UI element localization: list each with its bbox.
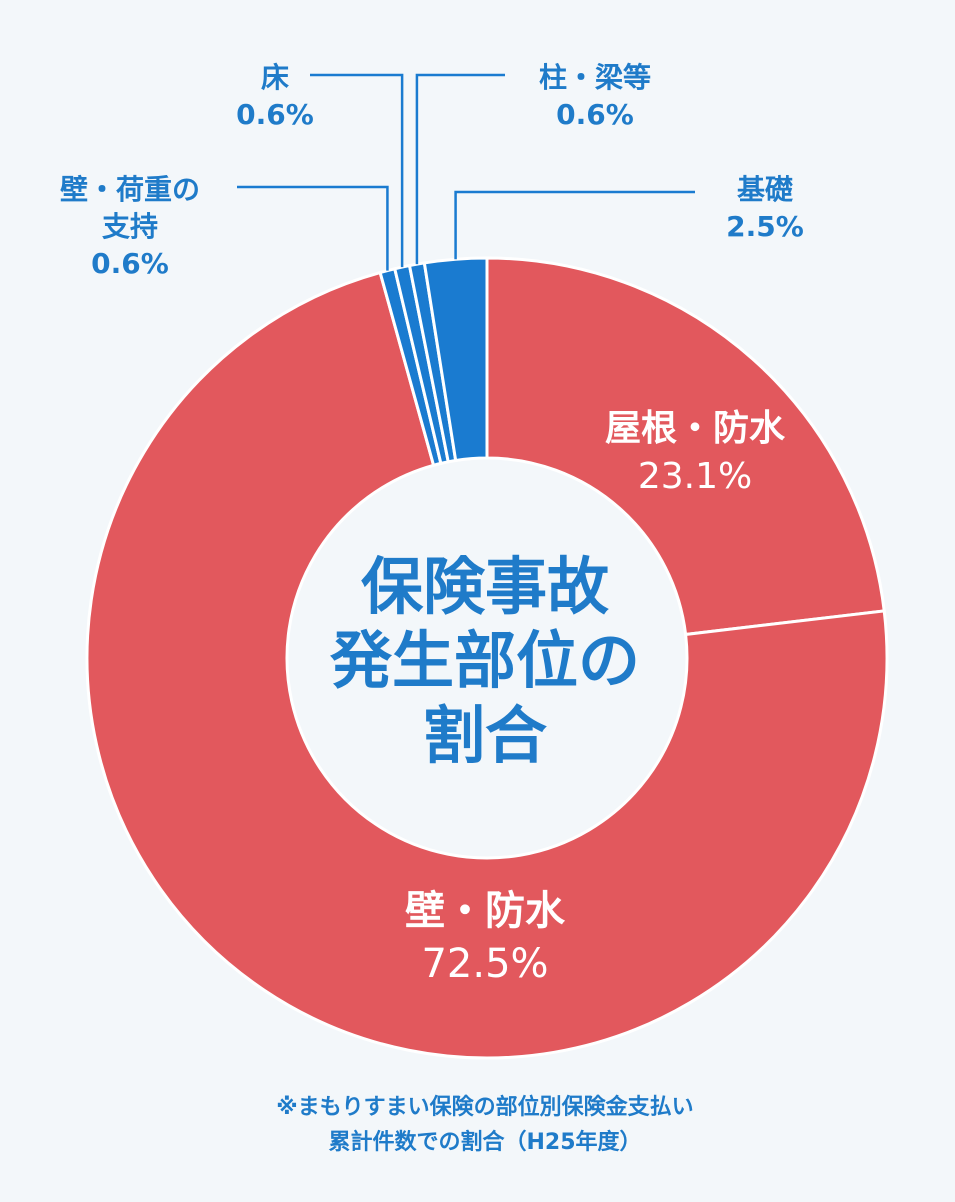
footnote-line-2: 累計件数での割合（H25年度） <box>328 1130 642 1156</box>
slice-name-foundation: 基礎 <box>736 173 793 206</box>
slice-label-wall-load: 壁・荷重の 支持 0.6% <box>30 172 230 283</box>
slice-value-foundation: 2.5% <box>726 209 804 243</box>
slice-name-wall: 壁・防水 <box>405 888 565 934</box>
slice-label-foundation: 基礎 2.5% <box>700 172 830 246</box>
slice-value-roof: 23.1% <box>637 455 753 497</box>
slice-name-floor: 床 <box>260 61 289 94</box>
slice-name-roof: 屋根・防水 <box>604 408 785 449</box>
leader-floor <box>310 73 404 268</box>
slice-wall <box>85 270 889 1060</box>
slice-name-wall-load-2: 支持 <box>101 209 158 243</box>
slice-roof <box>485 256 886 637</box>
chart-title-line-3: 割合 <box>422 698 547 772</box>
slice-label-floor: 床 0.6% <box>220 60 330 134</box>
leader-pillar <box>415 73 505 265</box>
slice-name-wall-load-1: 壁・荷重の <box>59 173 200 206</box>
slice-value-wall: 72.5% <box>421 940 549 987</box>
footnote-line-1: ※まもりすまい保険の部位別保険金支払い <box>276 1095 694 1120</box>
slice-label-roof: 屋根・防水 23.1% <box>570 405 820 500</box>
slice-foundation <box>422 256 489 463</box>
slice-value-pillar: 0.6% <box>556 97 634 131</box>
slice-label-pillar: 柱・梁等 0.6% <box>520 60 670 134</box>
chart-title-line-2: 発生部位の <box>329 624 640 698</box>
slice-value-floor: 0.6% <box>236 97 314 131</box>
leader-wall-load <box>237 185 389 271</box>
slice-label-wall: 壁・防水 72.5% <box>355 885 615 991</box>
chart-title-line-1: 保険事故 <box>360 550 609 623</box>
slice-value-wall-load: 0.6% <box>91 246 169 280</box>
footnote: ※まもりすまい保険の部位別保険金支払い 累計件数での割合（H25年度） <box>180 1090 790 1160</box>
chart-title: 保険事故 発生部位の 割合 <box>285 550 685 773</box>
leader-foundation <box>454 190 695 260</box>
slice-name-pillar: 柱・梁等 <box>538 61 651 94</box>
